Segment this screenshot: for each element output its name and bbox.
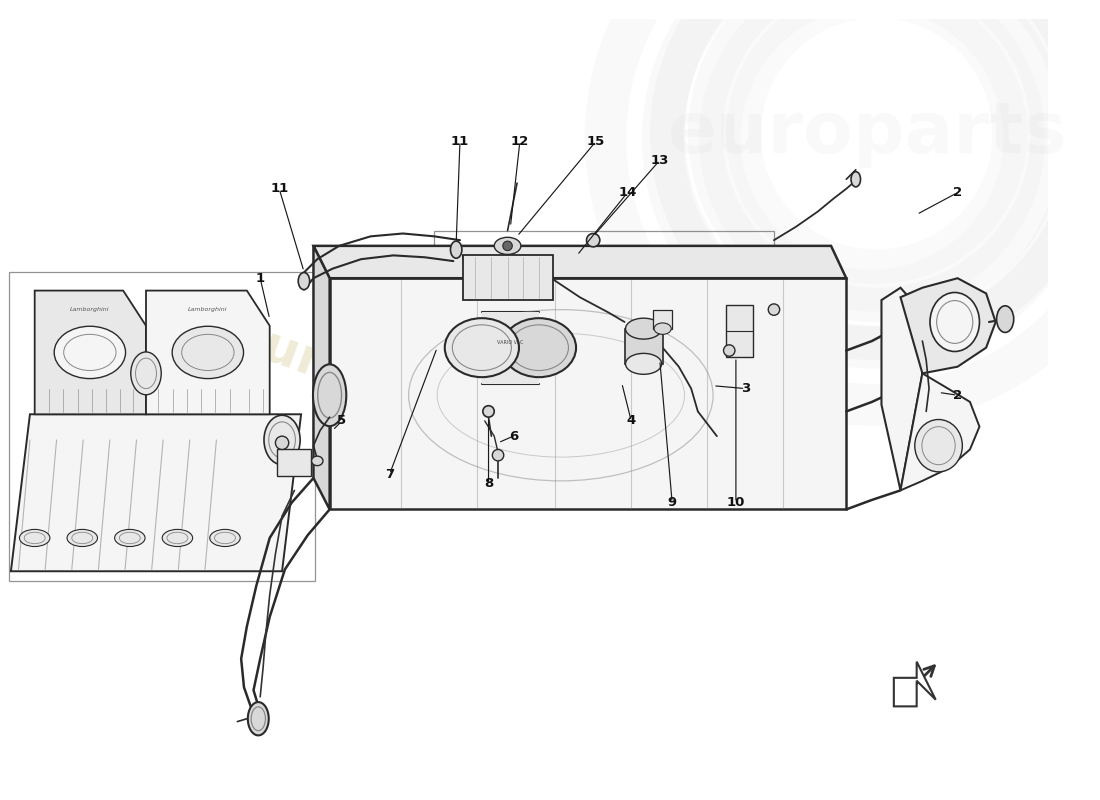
Ellipse shape bbox=[451, 241, 462, 258]
Polygon shape bbox=[463, 255, 553, 300]
Ellipse shape bbox=[67, 530, 98, 546]
Ellipse shape bbox=[654, 323, 671, 334]
Ellipse shape bbox=[997, 306, 1014, 333]
Text: 11: 11 bbox=[271, 182, 288, 195]
Polygon shape bbox=[11, 414, 301, 571]
Ellipse shape bbox=[162, 530, 192, 546]
Ellipse shape bbox=[210, 530, 240, 546]
Bar bbox=[726, 305, 754, 357]
Ellipse shape bbox=[494, 238, 521, 254]
Circle shape bbox=[503, 241, 513, 250]
Polygon shape bbox=[482, 311, 539, 384]
Text: 5: 5 bbox=[338, 414, 346, 427]
Text: 9: 9 bbox=[668, 496, 676, 510]
Ellipse shape bbox=[173, 326, 243, 378]
Ellipse shape bbox=[298, 273, 310, 290]
Polygon shape bbox=[146, 290, 270, 414]
Text: europarts: europarts bbox=[224, 311, 502, 451]
Text: 2: 2 bbox=[953, 389, 962, 402]
Text: a passion: a passion bbox=[334, 428, 468, 495]
Circle shape bbox=[275, 436, 288, 450]
Text: 11: 11 bbox=[451, 134, 469, 148]
Text: 12: 12 bbox=[510, 134, 529, 148]
Polygon shape bbox=[894, 662, 936, 706]
Ellipse shape bbox=[314, 364, 346, 426]
Text: 13: 13 bbox=[650, 154, 669, 166]
Text: europarts: europarts bbox=[668, 99, 1067, 168]
Polygon shape bbox=[314, 246, 330, 510]
Polygon shape bbox=[35, 290, 146, 414]
Text: Lamborghini: Lamborghini bbox=[70, 307, 110, 312]
Text: Lamborghini: Lamborghini bbox=[188, 307, 228, 312]
Polygon shape bbox=[330, 278, 846, 510]
Text: 1: 1 bbox=[255, 272, 265, 285]
Polygon shape bbox=[653, 310, 672, 329]
Text: 4: 4 bbox=[627, 414, 636, 427]
Ellipse shape bbox=[248, 702, 268, 735]
Text: 6: 6 bbox=[508, 430, 518, 442]
Circle shape bbox=[586, 234, 600, 247]
Polygon shape bbox=[901, 278, 996, 374]
Ellipse shape bbox=[114, 530, 145, 546]
Polygon shape bbox=[901, 374, 979, 490]
Text: 14: 14 bbox=[618, 186, 637, 199]
Polygon shape bbox=[881, 288, 923, 490]
Ellipse shape bbox=[311, 456, 323, 466]
Ellipse shape bbox=[930, 293, 979, 351]
Ellipse shape bbox=[626, 354, 662, 374]
Ellipse shape bbox=[626, 318, 662, 339]
Ellipse shape bbox=[502, 318, 576, 377]
Circle shape bbox=[768, 304, 780, 315]
Circle shape bbox=[483, 406, 494, 417]
Text: 2: 2 bbox=[953, 186, 962, 199]
Text: 7: 7 bbox=[385, 468, 394, 481]
Ellipse shape bbox=[131, 352, 162, 394]
Ellipse shape bbox=[915, 419, 962, 472]
Text: 15: 15 bbox=[587, 134, 605, 148]
Text: 10: 10 bbox=[727, 496, 745, 510]
Text: 8: 8 bbox=[484, 478, 493, 490]
Polygon shape bbox=[314, 246, 846, 278]
Ellipse shape bbox=[264, 415, 300, 465]
Ellipse shape bbox=[54, 326, 125, 378]
Text: VARIO VAC: VARIO VAC bbox=[497, 341, 524, 346]
Ellipse shape bbox=[20, 530, 50, 546]
Polygon shape bbox=[625, 329, 662, 364]
Circle shape bbox=[724, 345, 735, 356]
Bar bbox=[277, 450, 310, 476]
Circle shape bbox=[493, 450, 504, 461]
Ellipse shape bbox=[444, 318, 519, 377]
Text: 3: 3 bbox=[740, 382, 750, 395]
Ellipse shape bbox=[851, 172, 860, 187]
